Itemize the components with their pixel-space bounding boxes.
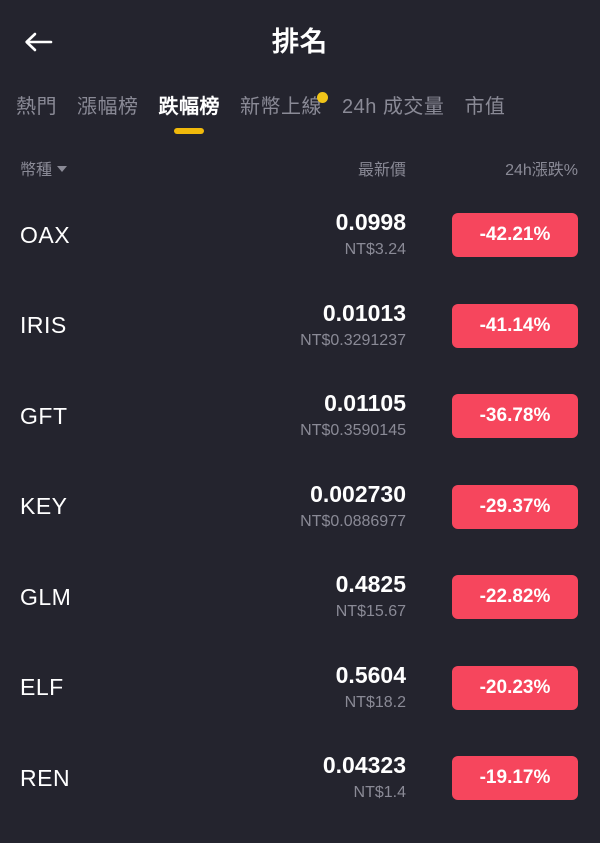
row-price: 0.002730 xyxy=(310,480,406,507)
table-row[interactable]: KEY 0.002730 NT$0.0886977 -29.37% xyxy=(0,462,600,553)
back-button[interactable] xyxy=(16,20,60,64)
row-symbol: IRIS xyxy=(20,312,67,339)
row-symbol: ELF xyxy=(20,674,64,701)
table-row[interactable]: OAX 0.0998 NT$3.24 -42.21% xyxy=(0,190,600,281)
column-header-symbol-label: 幣種 xyxy=(20,162,53,179)
tab-label: 熱門 xyxy=(16,96,57,118)
row-price-fiat: NT$0.3590145 xyxy=(300,422,406,440)
row-change-badge[interactable]: -41.14% xyxy=(452,303,578,348)
ranking-list: OAX 0.0998 NT$3.24 -42.21% IRIS 0.01013 … xyxy=(0,190,600,843)
row-price: 0.5604 xyxy=(335,661,406,688)
column-header-price[interactable]: 最新價 xyxy=(357,162,406,179)
row-price-fiat: NT$18.2 xyxy=(344,693,406,711)
tab-24h-volume[interactable]: 24h 成交量 xyxy=(342,92,444,122)
app-header: 排名 xyxy=(0,0,600,84)
page-title: 排名 xyxy=(272,26,328,57)
tab-label: 漲幅榜 xyxy=(77,96,139,118)
table-row[interactable]: GLM 0.4825 NT$15.67 -22.82% xyxy=(0,552,600,643)
row-change-badge[interactable]: -29.37% xyxy=(452,484,578,529)
row-change-badge[interactable]: -19.17% xyxy=(452,756,578,801)
row-change-badge[interactable]: -42.21% xyxy=(452,213,578,258)
row-price-group: 0.0998 NT$3.24 xyxy=(286,209,406,261)
row-price: 0.01105 xyxy=(324,390,406,417)
caret-down-icon xyxy=(57,166,68,172)
tab-label: 新幣上線 xyxy=(240,96,322,118)
row-symbol: REN xyxy=(20,764,71,791)
table-row[interactable]: GFT 0.01105 NT$0.3590145 -36.78% xyxy=(0,371,600,462)
row-change-badge[interactable]: -36.78% xyxy=(452,394,578,439)
row-price-group: 0.01105 NT$0.3590145 xyxy=(286,390,406,442)
row-symbol: GLM xyxy=(20,583,72,610)
row-price: 0.4825 xyxy=(335,571,406,598)
row-price-group: 0.4825 NT$15.67 xyxy=(286,571,406,623)
row-symbol: OAX xyxy=(20,221,71,248)
column-header-symbol[interactable]: 幣種 xyxy=(20,156,68,180)
row-price-fiat: NT$0.0886977 xyxy=(300,512,406,530)
category-tabbar: 熱門 漲幅榜 跌幅榜 新幣上線 24h 成交量 市值 xyxy=(0,84,600,146)
row-change-badge[interactable]: -20.23% xyxy=(452,665,578,710)
row-price-group: 0.002730 NT$0.0886977 xyxy=(286,481,406,533)
table-column-headers: 幣種 最新價 24h漲跌% xyxy=(0,146,600,190)
tab-gainers[interactable]: 漲幅榜 xyxy=(77,92,139,122)
row-price-group: 0.5604 NT$18.2 xyxy=(286,662,406,714)
table-row[interactable]: ELF 0.5604 NT$18.2 -20.23% xyxy=(0,643,600,734)
tab-active-underline xyxy=(174,128,205,134)
new-badge-dot-icon xyxy=(317,92,328,103)
tab-market-cap[interactable]: 市值 xyxy=(464,92,505,122)
row-symbol: KEY xyxy=(20,493,68,520)
table-row[interactable]: IRIS 0.01013 NT$0.3291237 -41.14% xyxy=(0,281,600,372)
row-price: 0.0998 xyxy=(335,209,406,236)
tab-losers[interactable]: 跌幅榜 xyxy=(159,92,221,134)
row-symbol: GFT xyxy=(20,402,68,429)
tab-label: 跌幅榜 xyxy=(158,96,220,118)
row-price-fiat: NT$0.3291237 xyxy=(300,331,406,349)
row-price: 0.01013 xyxy=(322,299,406,326)
tab-label: 24h 成交量 xyxy=(342,96,445,118)
tab-label: 市值 xyxy=(464,96,506,118)
row-price-fiat: NT$3.24 xyxy=(344,241,406,259)
tab-new-listings[interactable]: 新幣上線 xyxy=(240,92,328,122)
column-header-change[interactable]: 24h漲跌% xyxy=(505,162,578,179)
row-change-badge[interactable]: -22.82% xyxy=(452,575,578,620)
row-price-fiat: NT$15.67 xyxy=(335,603,406,621)
row-price-fiat: NT$1.4 xyxy=(353,784,406,802)
row-price-group: 0.01013 NT$0.3291237 xyxy=(286,300,406,352)
row-price-group: 0.04323 NT$1.4 xyxy=(286,752,406,804)
table-row[interactable]: REN 0.04323 NT$1.4 -19.17% xyxy=(0,733,600,824)
tab-hot[interactable]: 熱門 xyxy=(16,92,57,122)
row-price: 0.04323 xyxy=(322,752,406,779)
arrow-left-icon xyxy=(23,30,53,54)
